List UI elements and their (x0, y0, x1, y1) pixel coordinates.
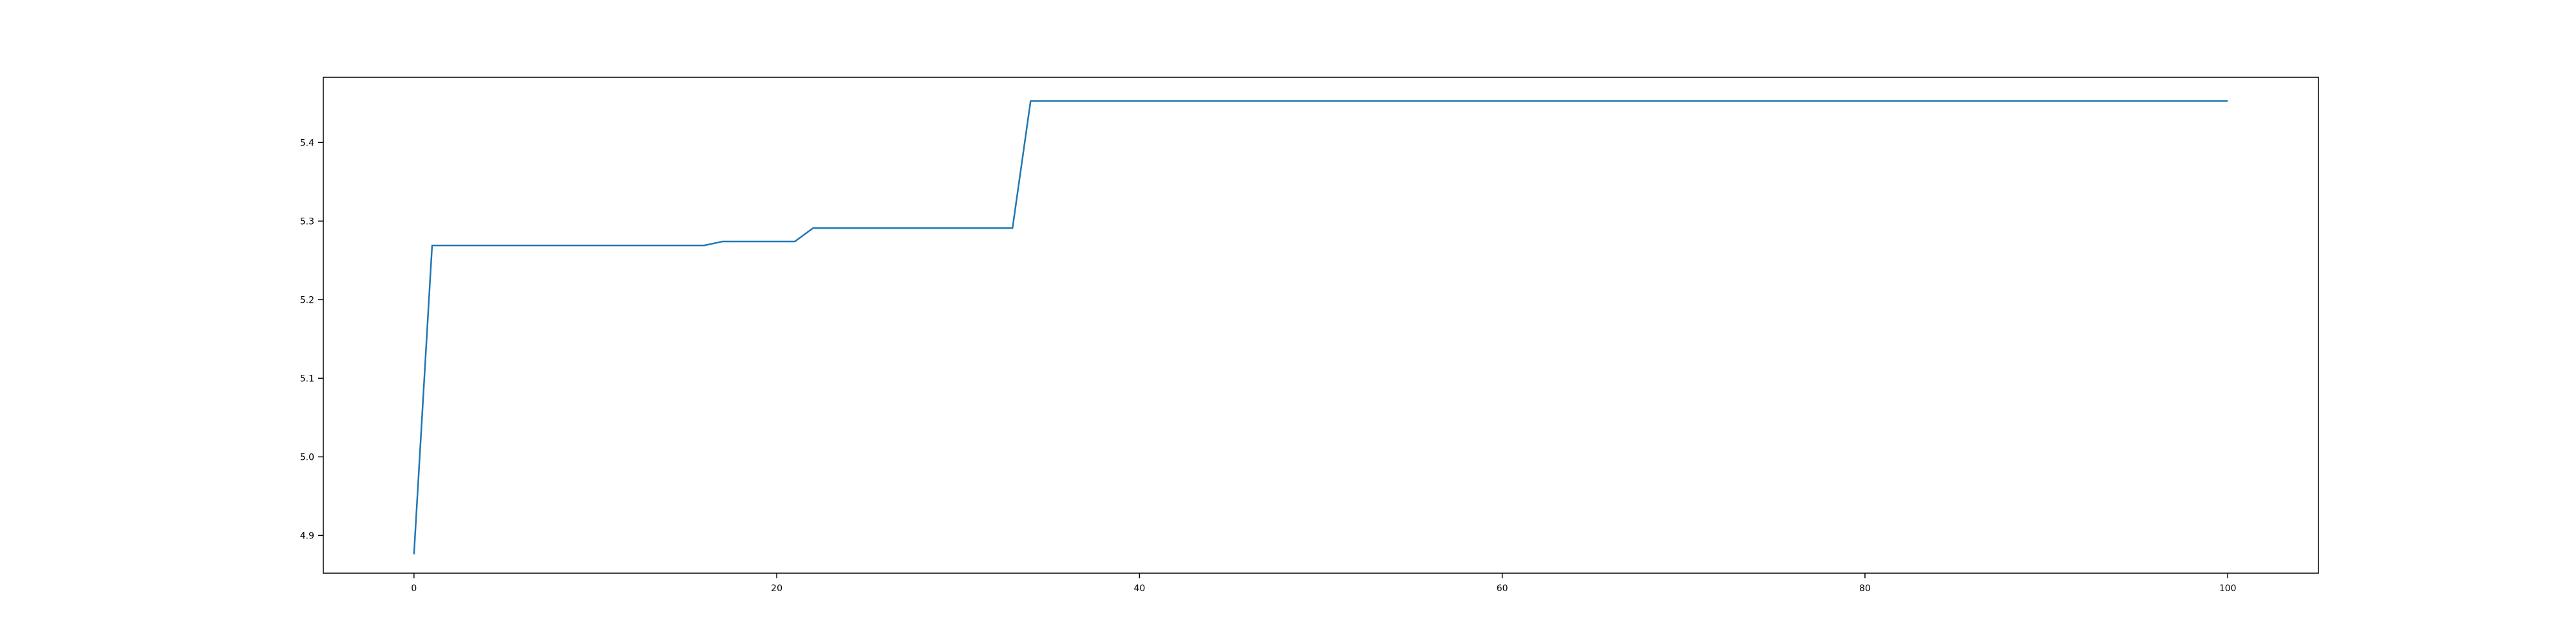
x-tick-label: 80 (1859, 583, 1871, 594)
y-tick-label: 4.9 (300, 531, 314, 541)
y-tick-label: 5.4 (300, 138, 314, 148)
y-tick-label: 5.2 (300, 295, 314, 305)
x-axis-ticks: 0 20 40 60 80 100 (411, 573, 2237, 594)
x-tick-label: 100 (2219, 583, 2237, 594)
y-tick-label: 5.0 (300, 452, 314, 462)
y-tick-label: 5.3 (300, 216, 314, 227)
series-line (413, 100, 2228, 554)
x-tick-label: 40 (1133, 583, 1145, 594)
y-tick-label: 5.1 (300, 374, 314, 384)
x-tick-label: 60 (1497, 583, 1508, 594)
y-axis-ticks: 4.9 5.0 5.1 5.2 5.3 5.4 (300, 138, 323, 541)
x-tick-label: 0 (411, 583, 417, 594)
x-tick-label: 20 (771, 583, 782, 594)
plot-frame (323, 77, 2319, 574)
